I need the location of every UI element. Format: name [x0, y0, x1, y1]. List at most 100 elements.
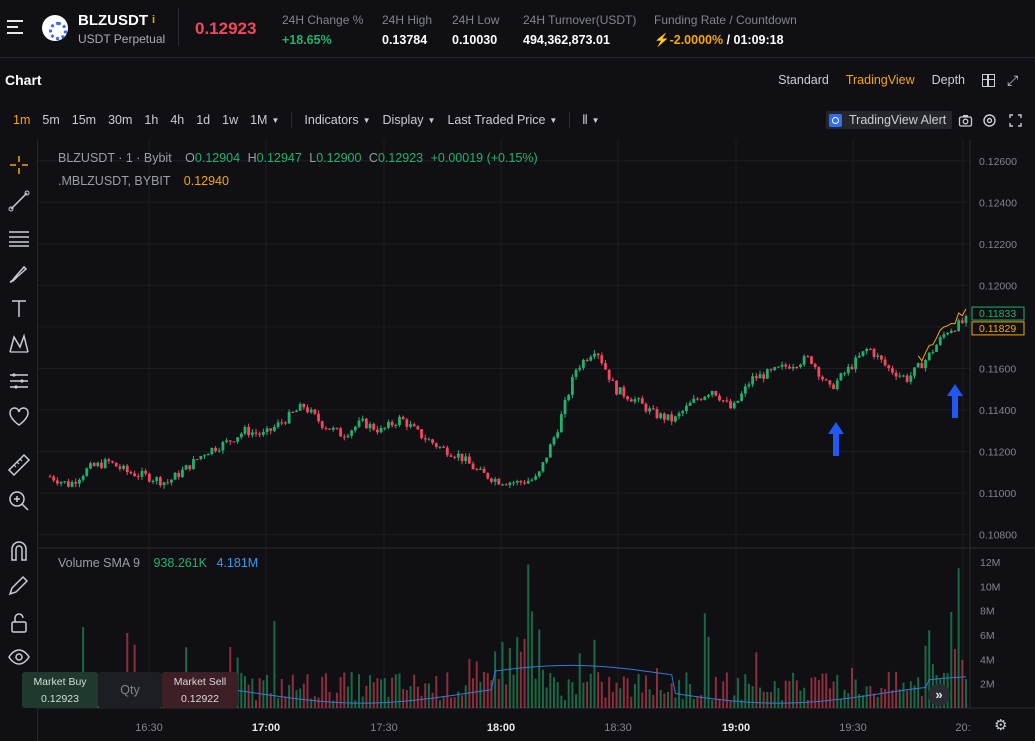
candle-body [810, 356, 813, 364]
candlestick-icon: ⫴ [582, 112, 588, 127]
candle-body [309, 409, 313, 413]
candle-body [445, 447, 449, 456]
pattern-icon[interactable] [6, 332, 32, 358]
volume-bar [306, 674, 309, 708]
candle-body [423, 438, 427, 440]
volume-bar [873, 693, 876, 708]
candle-body [59, 481, 63, 484]
horizontal-lines-icon[interactable] [6, 224, 32, 250]
brush-icon[interactable] [6, 260, 32, 286]
timeframe-1m[interactable]: 1m [13, 113, 31, 127]
volume-bar [575, 694, 578, 708]
candle-body [416, 426, 420, 430]
volume-bar [494, 651, 497, 708]
mark-price-legend: .MBLZUSDT, BYBIT 0.12940 [58, 174, 229, 188]
market-buy-button[interactable]: Market Buy 0.12923 [22, 672, 98, 708]
text-tool-icon[interactable] [6, 296, 32, 322]
candle-body [390, 421, 394, 426]
volume-bar [663, 693, 666, 708]
symbol-name[interactable]: BLZUSDT [78, 12, 148, 29]
candle-body [291, 411, 295, 413]
legend-o-label: O [185, 151, 195, 165]
magnet-icon[interactable] [6, 538, 32, 564]
candle-body [593, 353, 596, 357]
trend-line-icon[interactable] [6, 188, 32, 214]
candle-body [394, 425, 398, 427]
candle-body [515, 481, 519, 483]
candle-body [530, 479, 534, 481]
timeframe-1d[interactable]: 1d [196, 113, 211, 127]
info-icon[interactable]: i [152, 14, 156, 26]
fullscreen-icon[interactable] [1008, 113, 1023, 128]
candle-body [758, 374, 762, 379]
eye-icon[interactable] [6, 644, 32, 670]
volume-bar [854, 679, 857, 708]
crosshair-icon[interactable] [6, 152, 32, 178]
volume-bar [369, 675, 372, 708]
pencil-lock-icon[interactable] [6, 572, 32, 598]
volume-bar [497, 679, 500, 708]
volume-bar [667, 692, 670, 708]
candle-body [648, 408, 652, 412]
candle-body [949, 330, 953, 333]
candle-body [225, 440, 228, 443]
stat-label: 24H Turnover(USDT) [523, 13, 637, 27]
price-type-select[interactable]: Last Traded Price ▼ [441, 113, 563, 127]
ruler-icon[interactable] [6, 452, 32, 478]
candle-body [493, 478, 497, 482]
tab-tradingview[interactable]: TradingView [845, 73, 915, 87]
candle-body [788, 366, 791, 369]
lock-icon[interactable] [6, 610, 32, 636]
indicators-button[interactable]: Indicators ▼ [298, 113, 376, 127]
volume-bar [799, 690, 802, 708]
display-button[interactable]: Display ▼ [377, 113, 442, 127]
layout-grid-icon[interactable] [982, 73, 995, 87]
timeframe-30m[interactable]: 30m [108, 113, 133, 127]
candle-body [265, 428, 269, 433]
market-sell-button[interactable]: Market Sell 0.12922 [162, 672, 238, 708]
tradingview-alert-button[interactable]: TradingView Alert [826, 111, 953, 129]
candle-body [181, 469, 184, 478]
legend-open: 0.12904 [194, 151, 241, 165]
heart-icon[interactable] [6, 404, 32, 430]
volume-bar [619, 688, 622, 708]
timeframe-4h[interactable]: 4h [170, 113, 185, 127]
timeframe-1h[interactable]: 1h [144, 113, 159, 127]
candle-body [666, 414, 670, 420]
candle-body [582, 359, 585, 368]
candle-body [854, 357, 858, 370]
zoom-in-icon[interactable] [6, 488, 32, 514]
scroll-to-latest-button[interactable]: » [928, 684, 950, 706]
price-chart[interactable]: 0.126000.124000.122000.120000.118000.116… [38, 140, 1035, 741]
timeframe-5m[interactable]: 5m [42, 113, 60, 127]
expand-icon[interactable]: ⤢ [1007, 72, 1019, 88]
candle-body [155, 477, 159, 481]
candle-body [938, 337, 942, 345]
candle-body [420, 429, 423, 439]
volume-bar [909, 681, 912, 708]
settings-icon[interactable] [982, 113, 997, 128]
volume-tick-label: 6M [980, 630, 995, 642]
volume-bar [589, 673, 592, 708]
timeframe-1M[interactable]: 1M ▼ [244, 113, 285, 127]
coin-logo [42, 15, 68, 41]
qty-input[interactable]: Qty [98, 672, 162, 708]
gear-icon[interactable]: ⚙ [994, 717, 1008, 734]
tab-depth[interactable]: Depth [931, 73, 965, 87]
volume-bar [777, 687, 780, 708]
chart-type-button[interactable]: ⫴ ▼ [576, 113, 605, 128]
tab-standard[interactable]: Standard [778, 73, 829, 87]
timeframe-1w[interactable]: 1w [222, 113, 239, 127]
candle-body [89, 463, 92, 469]
candle-body [839, 373, 843, 381]
candle-body [545, 457, 549, 463]
timeframe-15m[interactable]: 15m [71, 113, 97, 127]
candle-body [780, 364, 784, 367]
price-tick-label: 0.11200 [979, 447, 1016, 459]
volume-bar [707, 636, 710, 708]
camera-icon[interactable] [958, 113, 973, 128]
candle-body [927, 352, 931, 360]
measure-lines-icon[interactable] [6, 368, 32, 394]
menu-icon[interactable] [7, 20, 23, 34]
volume-bar [755, 652, 758, 708]
